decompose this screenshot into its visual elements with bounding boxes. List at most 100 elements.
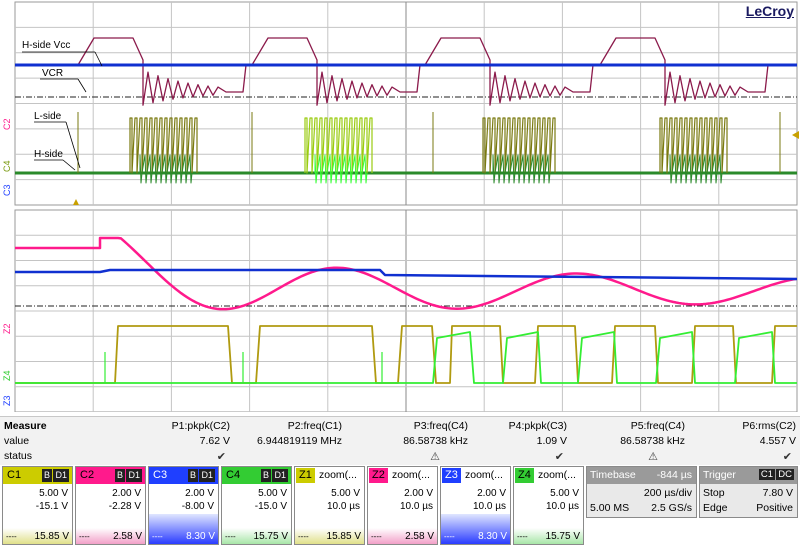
marker-z2: Z2 — [2, 323, 12, 334]
zoom-z1-vdiv: 5.00 V — [331, 488, 360, 499]
label-h-side: H-side — [34, 149, 63, 160]
channel-box-c3[interactable]: C3 B D1 2.00 V -8.00 V 8.30 V ---- — [148, 466, 219, 545]
zoom-box-z3[interactable]: Z3 zoom(... 2.00 V 10.0 µs 8.30 V ---- — [440, 466, 511, 545]
channel-box-c4[interactable]: C4 B D1 5.00 V -15.0 V 15.75 V ---- — [221, 466, 292, 545]
status-p6-check-icon: ✔ — [782, 451, 792, 463]
zoom-z4-vdiv: 5.00 V — [550, 488, 579, 499]
measure-header-row: Measure P1:pkpk(C2) P2:freq(C1) P3:freq(… — [0, 420, 800, 434]
trace-z2-pink — [15, 236, 797, 311]
channel-c1-foot: 15.85 V — [34, 531, 69, 542]
zoom-z2-name: zoom(... — [392, 469, 430, 481]
measure-value-label: value — [4, 435, 30, 447]
status-p4-check-icon: ✔ — [554, 451, 564, 463]
measure-p3-value: 86.58738 kHz — [403, 435, 468, 447]
trace-z4-green — [15, 331, 797, 384]
label-l-side: L-side — [34, 111, 62, 122]
channel-c4-bw: B — [260, 469, 271, 482]
zoom-z3-name: zoom(... — [465, 469, 503, 481]
trace-layer — [15, 37, 798, 384]
measure-p3-name[interactable]: P3:freq(C4) — [413, 420, 468, 432]
measure-title: Measure — [4, 420, 47, 432]
trigger-coupling: DC — [776, 469, 794, 480]
trigger-slope: Positive — [756, 502, 793, 514]
trigger-position-marker — [73, 199, 79, 205]
timebase-tdiv: 200 µs/div — [643, 487, 692, 499]
channel-c1-id: C1 — [7, 469, 22, 481]
channel-c2-bw: B — [114, 469, 125, 482]
trigger-source: C1 — [758, 469, 775, 480]
channel-c3-bw: B — [187, 469, 198, 482]
status-p3-warning-icon: ⚠ — [430, 451, 440, 463]
trigger-title: Trigger — [703, 469, 736, 481]
zoom-z3-id: Z3 — [442, 468, 461, 483]
timebase-title: Timebase — [590, 469, 636, 481]
label-hside-vcc: H-side Vcc — [22, 40, 70, 51]
measure-p2-name[interactable]: P2:freq(C1) — [287, 420, 342, 432]
zoom-z1-foot: 15.85 V — [326, 531, 361, 542]
channel-c3-foot: 8.30 V — [186, 531, 215, 542]
channel-c2-vdiv: 2.00 V — [112, 488, 141, 499]
measure-p6-value: 4.557 V — [759, 435, 796, 447]
zoom-z3-tdiv: 10.0 µs — [472, 501, 506, 512]
status-p5-warning-icon: ⚠ — [648, 451, 658, 463]
zoom-z2-tdiv: 10.0 µs — [399, 501, 433, 512]
measure-p5-value: 86.58738 kHz — [620, 435, 685, 447]
channel-c3-coupling: D1 — [199, 469, 215, 482]
measure-p6-name[interactable]: P6:rms(C2) — [742, 420, 796, 432]
channel-box-c2[interactable]: C2 B D1 2.00 V -2.28 V 2.58 V ---- — [75, 466, 146, 545]
trace-hside-burst — [139, 154, 193, 184]
marker-z4: Z4 — [2, 370, 12, 381]
measure-p4-name[interactable]: P4:pkpk(C3) — [508, 420, 567, 432]
channel-c4-id: C4 — [226, 469, 241, 481]
trigger-level: 7.80 V — [762, 487, 793, 499]
channel-c1-coupling: D1 — [53, 469, 69, 482]
zoom-z3-foot: 8.30 V — [478, 531, 507, 542]
zoom-z3-vdiv: 2.00 V — [477, 488, 506, 499]
zoom-z1-tdiv: 10.0 µs — [326, 501, 360, 512]
trigger-panel[interactable]: Trigger C1 DC Stop 7.80 V Edge Positive — [699, 466, 798, 518]
zoom-box-z2[interactable]: Z2 zoom(... 2.00 V 10.0 µs 2.58 V ---- — [367, 466, 438, 545]
channel-c1-offset: -15.1 V — [35, 501, 68, 512]
channel-c3-offset: -8.00 V — [181, 501, 214, 512]
marker-c2: C2 — [2, 118, 12, 130]
channel-c2-offset: -2.28 V — [108, 501, 141, 512]
channel-c1-bw: B — [41, 469, 52, 482]
channel-c1-vdiv: 5.00 V — [39, 488, 68, 499]
zoom-box-z4[interactable]: Z4 zoom(... 5.00 V 10.0 µs 15.75 V ---- — [513, 466, 584, 545]
trace-z1-olive — [15, 325, 797, 384]
measure-p5-name[interactable]: P5:freq(C4) — [630, 420, 685, 432]
zoom-box-z1[interactable]: Z1 zoom(... 5.00 V 10.0 µs 15.85 V ---- — [294, 466, 365, 545]
measure-status-label: status — [4, 450, 33, 462]
waveform-display[interactable]: H-side Vcc VCR L-side H-side C2 C4 C3 Z2… — [0, 0, 800, 412]
measure-p1-value: 7.62 V — [199, 435, 230, 447]
timebase-samples: 5.00 MS — [590, 502, 630, 514]
trigger-type: Edge — [703, 502, 728, 514]
trace-hside-burst — [492, 154, 551, 184]
grid-upper — [14, 1, 798, 206]
zoom-z4-foot: 15.75 V — [545, 531, 580, 542]
channel-c2-id: C2 — [80, 469, 95, 481]
marker-c3: C3 — [2, 184, 12, 196]
channel-c4-offset: -15.0 V — [254, 501, 287, 512]
measure-status-row: status ✔ ⚠ ✔ ⚠ ✔ — [0, 450, 800, 464]
measure-p1-name[interactable]: P1:pkpk(C2) — [171, 420, 230, 432]
channel-c4-coupling: D1 — [272, 469, 288, 482]
trace-z3-blue — [15, 268, 798, 281]
measure-p2-value: 6.944819119 MHz — [256, 435, 342, 447]
marker-c4: C4 — [2, 160, 12, 172]
channel-box-c1[interactable]: C1 B D1 5.00 V -15.1 V 15.85 V ---- — [2, 466, 73, 545]
channel-c2-foot: 2.58 V — [113, 531, 142, 542]
channel-c4-foot: 15.75 V — [253, 531, 288, 542]
measure-table[interactable]: Measure P1:pkpk(C2) P2:freq(C1) P3:freq(… — [0, 416, 800, 465]
zoom-z2-foot: 2.58 V — [405, 531, 434, 542]
measure-value-row: value 7.62 V 6.944819119 MHz 86.58738 kH… — [0, 435, 800, 449]
zoom-z4-id: Z4 — [515, 468, 534, 483]
trace-lside-burst — [482, 117, 556, 174]
channel-c2-coupling: D1 — [126, 469, 142, 482]
grid-lower — [14, 209, 798, 412]
timebase-panel[interactable]: Timebase -844 µs 200 µs/div 5.00 MS 2.5 … — [586, 466, 697, 518]
label-vcr: VCR — [42, 68, 63, 79]
trigger-mode: Stop — [703, 487, 725, 499]
zoom-z1-name: zoom(... — [319, 469, 357, 481]
trace-hside-burst — [314, 154, 368, 184]
